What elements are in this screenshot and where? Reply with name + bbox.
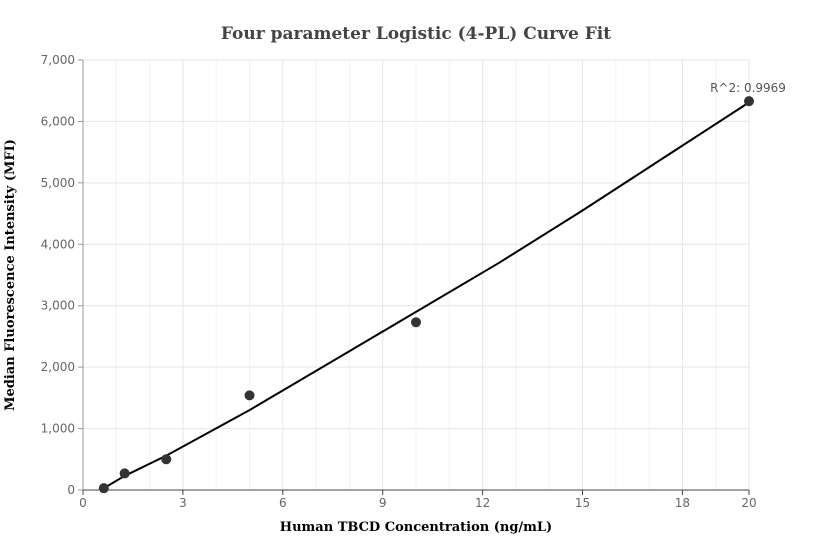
y-tick-label: 6,000 (41, 114, 75, 128)
data-point[interactable] (244, 390, 255, 401)
x-axis-label: Human TBCD Concentration (ng/mL) (280, 520, 552, 535)
data-point[interactable] (161, 454, 172, 465)
data-point[interactable] (119, 468, 130, 479)
y-axis-label: Median Fluorescence Intensity (MFI) (3, 139, 18, 411)
data-point[interactable] (98, 483, 109, 494)
axes (78, 59, 750, 495)
y-tick-label: 0 (67, 483, 75, 497)
x-tick-label: 18 (675, 496, 690, 510)
data-point[interactable] (411, 317, 421, 328)
fit-curve (103, 101, 750, 490)
minor-grid (115, 60, 717, 490)
y-tick-label: 7,000 (41, 53, 75, 67)
x-tick-label: 6 (279, 496, 287, 510)
x-tick-label: 9 (379, 496, 387, 510)
y-tick-label: 3,000 (41, 299, 75, 313)
x-tick-label: 15 (575, 496, 590, 510)
data-point[interactable] (744, 96, 754, 107)
y-tick-label: 4,000 (41, 237, 75, 251)
y-tick-label: 2,000 (41, 360, 75, 374)
major-grid (83, 59, 750, 490)
y-tick-label: 1,000 (41, 422, 75, 436)
tick-labels: 0 3 6 9 12 15 18 20 0 1,000 2,000 3,000 4,000 5,000 6,… (41, 53, 757, 510)
r-squared-annotation: R^2: 0.9969 (710, 81, 786, 95)
x-tick-label: 20 (741, 496, 756, 510)
y-tick-label: 5,000 (41, 176, 75, 190)
x-tick-label: 12 (475, 496, 490, 510)
x-tick-label: 3 (179, 496, 187, 510)
fit-curve-group (103, 101, 750, 490)
data-points (98, 96, 754, 494)
x-tick-label: 0 (79, 496, 87, 510)
chart-title: Four parameter Logistic (4-PL) Curve Fit (221, 24, 611, 44)
